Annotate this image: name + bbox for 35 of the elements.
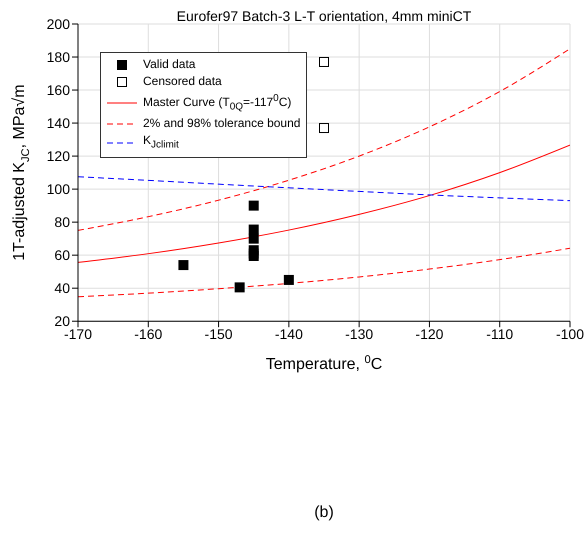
legend-label: K$_{Jclimit}$ bbox=[143, 132, 179, 153]
legend-label: Valid data bbox=[143, 56, 196, 73]
legend-label: 2% and 98% tolerance bound bbox=[143, 115, 300, 132]
y-tick-label: 60 bbox=[54, 247, 70, 264]
point bbox=[284, 274, 294, 285]
point bbox=[178, 260, 188, 270]
point bbox=[248, 234, 259, 244]
y-tick-label: 120 bbox=[46, 148, 70, 164]
y-tick-label: 180 bbox=[46, 48, 70, 65]
x-axis-title: Temperature, $^{0}$C bbox=[266, 354, 382, 374]
x-tick-label: -160 bbox=[134, 326, 163, 342]
line-series bbox=[78, 48, 570, 231]
y-tick-label: 80 bbox=[54, 214, 70, 230]
y-tick-label: 40 bbox=[54, 280, 70, 296]
x-tick-label: -150 bbox=[204, 326, 233, 342]
point bbox=[248, 224, 259, 235]
x-tick-label: -130 bbox=[345, 326, 374, 342]
line-series bbox=[78, 176, 570, 202]
y-tick-label: 160 bbox=[46, 82, 70, 98]
y-tick-label: 100 bbox=[46, 181, 70, 198]
y-tick-label: 200 bbox=[46, 16, 70, 32]
x-tick-label: -120 bbox=[415, 326, 444, 342]
text: (b) bbox=[313, 504, 335, 522]
y-tick-label: 140 bbox=[46, 115, 70, 132]
point bbox=[234, 282, 245, 292]
x-tick-label: -110 bbox=[486, 326, 514, 342]
x-tick-label: -140 bbox=[274, 326, 304, 342]
legend-label: Master Curve (T$_{0Q}$=-117$^{0}$C) bbox=[143, 92, 292, 114]
legend-label: Censored data bbox=[143, 73, 222, 90]
point bbox=[319, 123, 329, 134]
chart-title: Eurofer97 Batch-3 L-T orientation, 4mm miniCT bbox=[176, 8, 472, 24]
point bbox=[248, 200, 259, 211]
point bbox=[319, 56, 329, 67]
line-series bbox=[78, 248, 570, 298]
x-tick-label: -100 bbox=[556, 326, 584, 342]
